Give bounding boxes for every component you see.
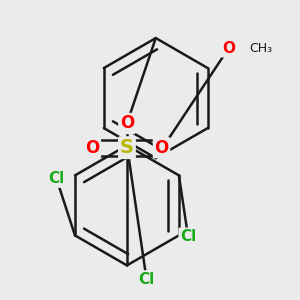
Text: S: S bbox=[120, 138, 134, 157]
Text: O: O bbox=[222, 41, 235, 56]
Text: O: O bbox=[120, 115, 134, 133]
Text: Cl: Cl bbox=[180, 229, 196, 244]
Text: Cl: Cl bbox=[48, 171, 65, 186]
Text: O: O bbox=[85, 139, 99, 157]
Text: O: O bbox=[154, 139, 169, 157]
Text: CH₃: CH₃ bbox=[249, 42, 272, 55]
Text: Cl: Cl bbox=[138, 272, 155, 287]
